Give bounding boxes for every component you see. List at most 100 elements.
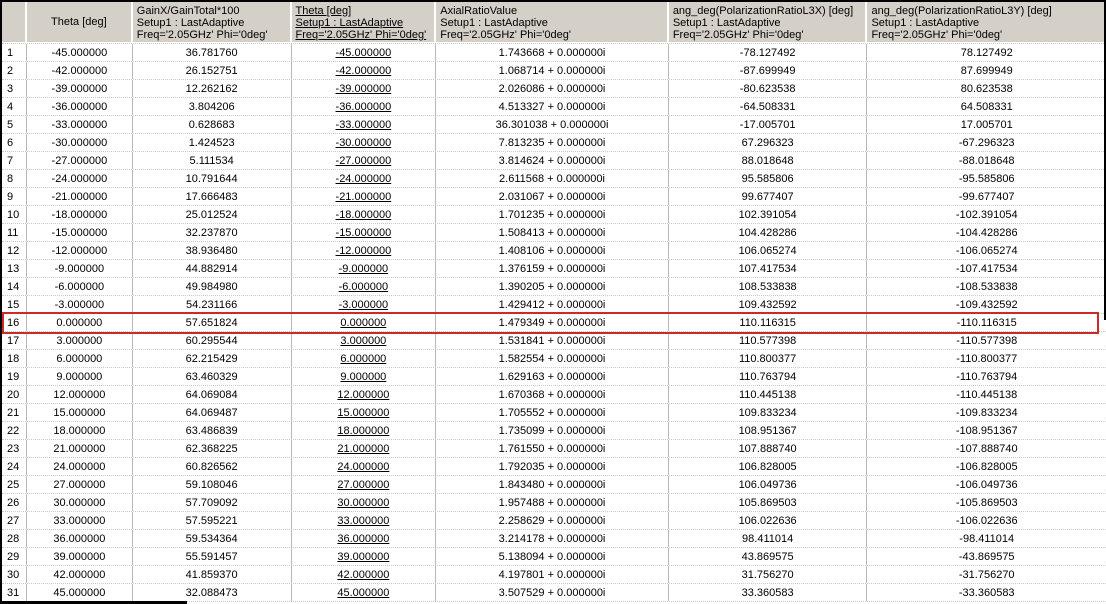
- cell-axial_ratio[interactable]: 1.376159 + 0.000000i: [436, 260, 669, 277]
- cell-theta[interactable]: -6.000000: [27, 278, 133, 295]
- row-index[interactable]: 22: [2, 422, 27, 439]
- cell-ang_l3x[interactable]: 33.360583: [669, 584, 868, 601]
- cell-theta_sweep[interactable]: 0.000000: [292, 314, 437, 331]
- cell-theta[interactable]: 24.000000: [27, 458, 133, 475]
- row-index[interactable]: 11: [2, 224, 27, 241]
- cell-theta_sweep[interactable]: -42.000000: [292, 62, 437, 79]
- row-index[interactable]: 8: [2, 170, 27, 187]
- row-index[interactable]: 19: [2, 368, 27, 385]
- cell-gain[interactable]: 49.984980: [133, 278, 292, 295]
- cell-axial_ratio[interactable]: 1.068714 + 0.000000i: [436, 62, 669, 79]
- cell-gain[interactable]: 60.826562: [133, 458, 292, 475]
- cell-theta[interactable]: -24.000000: [27, 170, 133, 187]
- cell-ang_l3x[interactable]: -64.508331: [669, 98, 868, 115]
- cell-theta[interactable]: 15.000000: [27, 404, 133, 421]
- cell-axial_ratio[interactable]: 5.138094 + 0.000000i: [436, 548, 669, 565]
- cell-ang_l3y[interactable]: -109.432592: [955, 298, 1018, 311]
- cell-theta_sweep[interactable]: -18.000000: [292, 206, 437, 223]
- cell-theta_sweep[interactable]: 33.000000: [292, 512, 437, 529]
- cell-theta_sweep[interactable]: -36.000000: [292, 98, 437, 115]
- cell-axial_ratio[interactable]: 1.670368 + 0.000000i: [436, 386, 669, 403]
- cell-theta[interactable]: -15.000000: [27, 224, 133, 241]
- cell-theta_sweep[interactable]: -24.000000: [292, 170, 437, 187]
- cell-axial_ratio[interactable]: 4.513327 + 0.000000i: [436, 98, 669, 115]
- cell-ang_l3x[interactable]: 108.951367: [669, 422, 868, 439]
- cell-ang_l3x[interactable]: 106.065274: [669, 242, 868, 259]
- cell-axial_ratio[interactable]: 1.408106 + 0.000000i: [436, 242, 669, 259]
- cell-ang_l3x[interactable]: 109.833234: [669, 404, 868, 421]
- cell-theta_sweep[interactable]: -45.000000: [292, 44, 437, 61]
- row-index[interactable]: 24: [2, 458, 27, 475]
- cell-ang_l3x[interactable]: -80.623538: [669, 80, 868, 97]
- cell-ang_l3y[interactable]: -110.577398: [956, 334, 1018, 347]
- cell-ang_l3x[interactable]: 107.417534: [669, 260, 868, 277]
- cell-gain[interactable]: 3.804206: [133, 98, 292, 115]
- cell-gain[interactable]: 17.666483: [133, 188, 292, 205]
- cell-gain[interactable]: 62.368225: [133, 440, 292, 457]
- cell-ang_l3y[interactable]: -104.428286: [955, 226, 1018, 239]
- cell-theta[interactable]: -33.000000: [27, 116, 133, 133]
- cell-axial_ratio[interactable]: 4.197801 + 0.000000i: [436, 566, 669, 583]
- cell-ang_l3x[interactable]: 88.018648: [669, 152, 868, 169]
- cell-theta[interactable]: 30.000000: [27, 494, 133, 511]
- cell-ang_l3x[interactable]: 108.533838: [669, 278, 868, 295]
- cell-theta_sweep[interactable]: -27.000000: [292, 152, 437, 169]
- cell-theta[interactable]: 42.000000: [27, 566, 133, 583]
- cell-theta_sweep[interactable]: -30.000000: [292, 134, 437, 151]
- row-index[interactable]: 10: [2, 206, 27, 223]
- row-index[interactable]: 7: [2, 152, 27, 169]
- cell-ang_l3x[interactable]: 98.411014: [669, 530, 868, 547]
- cell-gain[interactable]: 26.152751: [133, 62, 292, 79]
- cell-ang_l3x[interactable]: 43.869575: [669, 548, 868, 565]
- cell-theta_sweep[interactable]: 6.000000: [292, 350, 437, 367]
- cell-axial_ratio[interactable]: 1.735099 + 0.000000i: [436, 422, 669, 439]
- cell-ang_l3x[interactable]: 102.391054: [669, 206, 868, 223]
- cell-ang_l3y[interactable]: -110.116315: [956, 316, 1017, 329]
- cell-theta_sweep[interactable]: -3.000000: [292, 296, 437, 313]
- cell-ang_l3x[interactable]: -78.127492: [669, 44, 868, 61]
- cell-theta[interactable]: 3.000000: [27, 332, 133, 349]
- cell-theta_sweep[interactable]: 21.000000: [292, 440, 437, 457]
- cell-theta[interactable]: 6.000000: [27, 350, 133, 367]
- cell-axial_ratio[interactable]: 1.508413 + 0.000000i: [436, 224, 669, 241]
- cell-gain[interactable]: 0.628683: [133, 116, 292, 133]
- cell-theta[interactable]: -12.000000: [27, 242, 133, 259]
- cell-ang_l3x[interactable]: 107.888740: [669, 440, 868, 457]
- cell-ang_l3y[interactable]: -98.411014: [959, 532, 1015, 545]
- cell-theta_sweep[interactable]: 30.000000: [292, 494, 437, 511]
- cell-axial_ratio[interactable]: 1.701235 + 0.000000i: [436, 206, 669, 223]
- row-index[interactable]: 29: [2, 548, 27, 565]
- cell-axial_ratio[interactable]: 1.429412 + 0.000000i: [436, 296, 669, 313]
- cell-axial_ratio[interactable]: 1.531841 + 0.000000i: [436, 332, 669, 349]
- cell-ang_l3y[interactable]: 78.127492: [960, 46, 1013, 59]
- cell-axial_ratio[interactable]: 1.957488 + 0.000000i: [436, 494, 669, 511]
- cell-ang_l3x[interactable]: 110.445138: [669, 386, 868, 403]
- row-index[interactable]: 18: [2, 350, 27, 367]
- cell-ang_l3y[interactable]: -107.417534: [955, 262, 1018, 275]
- row-index[interactable]: 17: [2, 332, 27, 349]
- cell-ang_l3x[interactable]: 110.763794: [669, 368, 868, 385]
- cell-gain[interactable]: 32.088473: [133, 584, 292, 601]
- cell-ang_l3y[interactable]: -95.585806: [958, 172, 1015, 185]
- row-index[interactable]: 2: [2, 62, 27, 79]
- cell-theta_sweep[interactable]: 39.000000: [292, 548, 437, 565]
- cell-ang_l3x[interactable]: 31.756270: [669, 566, 868, 583]
- row-index[interactable]: 15: [2, 296, 27, 313]
- row-index[interactable]: 12: [2, 242, 27, 259]
- cell-gain[interactable]: 64.069084: [133, 386, 292, 403]
- cell-gain[interactable]: 12.262162: [133, 80, 292, 97]
- cell-gain[interactable]: 38.936480: [133, 242, 292, 259]
- row-index[interactable]: 16: [2, 314, 27, 331]
- cell-theta_sweep[interactable]: -12.000000: [292, 242, 437, 259]
- cell-ang_l3y[interactable]: -31.756270: [958, 568, 1015, 581]
- cell-ang_l3x[interactable]: 104.428286: [669, 224, 868, 241]
- cell-axial_ratio[interactable]: 2.031067 + 0.000000i: [436, 188, 669, 205]
- cell-theta_sweep[interactable]: 45.000000: [292, 584, 437, 601]
- cell-gain[interactable]: 32.237870: [133, 224, 292, 241]
- cell-ang_l3x[interactable]: 67.296323: [669, 134, 868, 151]
- cell-theta[interactable]: -45.000000: [27, 44, 133, 61]
- cell-gain[interactable]: 36.781760: [133, 44, 292, 61]
- cell-axial_ratio[interactable]: 3.507529 + 0.000000i: [436, 584, 669, 601]
- cell-ang_l3y[interactable]: -110.445138: [956, 388, 1018, 401]
- cell-gain[interactable]: 59.108046: [133, 476, 292, 493]
